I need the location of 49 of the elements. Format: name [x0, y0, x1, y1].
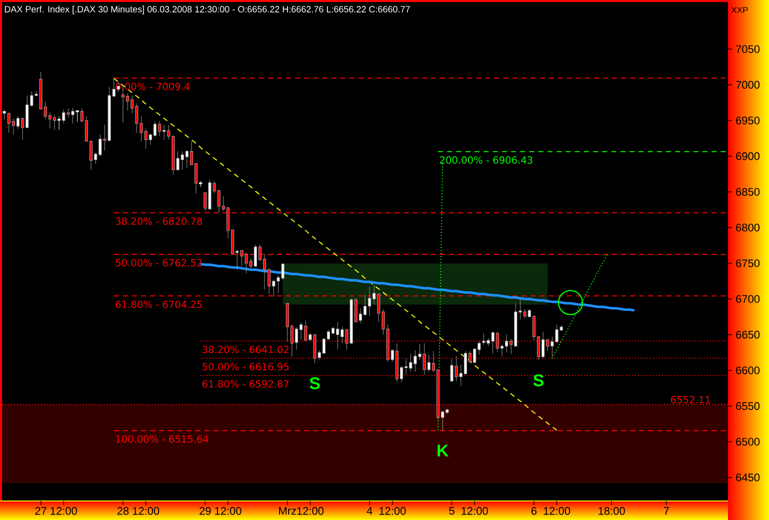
ref-line-label: 6552.11: [670, 396, 710, 404]
x-tick-label: Mrz: [279, 507, 296, 515]
candlestick: [363, 294, 367, 316]
x-tick-label: 4: [366, 507, 372, 515]
y-tick-label: 6850: [736, 188, 760, 196]
series-label: 50.00% - 6762.52: [116, 259, 202, 266]
y-tick-label: 6950: [736, 116, 760, 124]
series-label: 100.00% - 6515.64: [116, 435, 208, 443]
x-tick-label: 5: [449, 507, 454, 515]
x-tick-label: 12:00: [215, 507, 242, 515]
series-label: 61.80% - 6592.87: [202, 380, 289, 388]
x-tick-label: 6: [531, 507, 537, 515]
series-label: 38.20% - 6641.02: [202, 346, 288, 354]
y-tick-label: 6700: [736, 295, 760, 303]
x-tick-label: 12:00: [132, 507, 160, 515]
x-tick-label: 28: [117, 507, 129, 515]
y-tick-label: 7050: [736, 45, 760, 54]
y-tick-label: 6550: [736, 402, 760, 410]
chart-title: DAX Perf. Index [.DAX 30 Minutes] 06.03.2008 12:30:00 - O:6656.22 H:6662.76 L:6656.22 C:6660.77: [4, 6, 410, 14]
x-tick-label: 18:00: [598, 507, 625, 515]
x-tick-label: 27: [35, 507, 46, 515]
candlestick: [16, 116, 20, 130]
y-tick-label: 6750: [736, 259, 760, 268]
candlestick: [199, 180, 202, 188]
series-label: 38.20% - 6820.78: [116, 217, 202, 225]
series-label: 50.00% - 6616.95: [202, 362, 289, 370]
series-label: 61.80% - 6704.25: [116, 300, 202, 308]
x-tick-label: 7: [664, 507, 669, 515]
annotation: S: [310, 377, 320, 390]
y-tick-label: 7000: [736, 80, 760, 89]
y-tick-label: 6900: [736, 152, 760, 160]
y-tick-label: 6450: [736, 474, 760, 482]
y-tick-label: 6650: [736, 330, 760, 339]
candlestick: [58, 116, 61, 130]
x-tick-label: 12:00: [379, 507, 406, 515]
candlestick: [52, 114, 56, 130]
y-tick-label: 6800: [736, 224, 760, 232]
x-tick-label: 12:00: [297, 507, 324, 515]
annotation: K: [438, 444, 449, 456]
x-tick-label: 12:00: [50, 507, 77, 515]
y-tick-label: 6500: [736, 438, 760, 446]
annotation: S: [533, 374, 544, 386]
y-axis-title: XXP: [731, 7, 748, 13]
series-label: 200.00% - 6906.43: [440, 156, 532, 164]
candlestick: [294, 326, 298, 350]
x-tick-label: 12:00: [462, 507, 488, 515]
x-tick-label: 12:00: [544, 507, 570, 515]
y-tick-label: 6600: [736, 366, 760, 374]
x-tick-label: 29: [200, 507, 211, 515]
